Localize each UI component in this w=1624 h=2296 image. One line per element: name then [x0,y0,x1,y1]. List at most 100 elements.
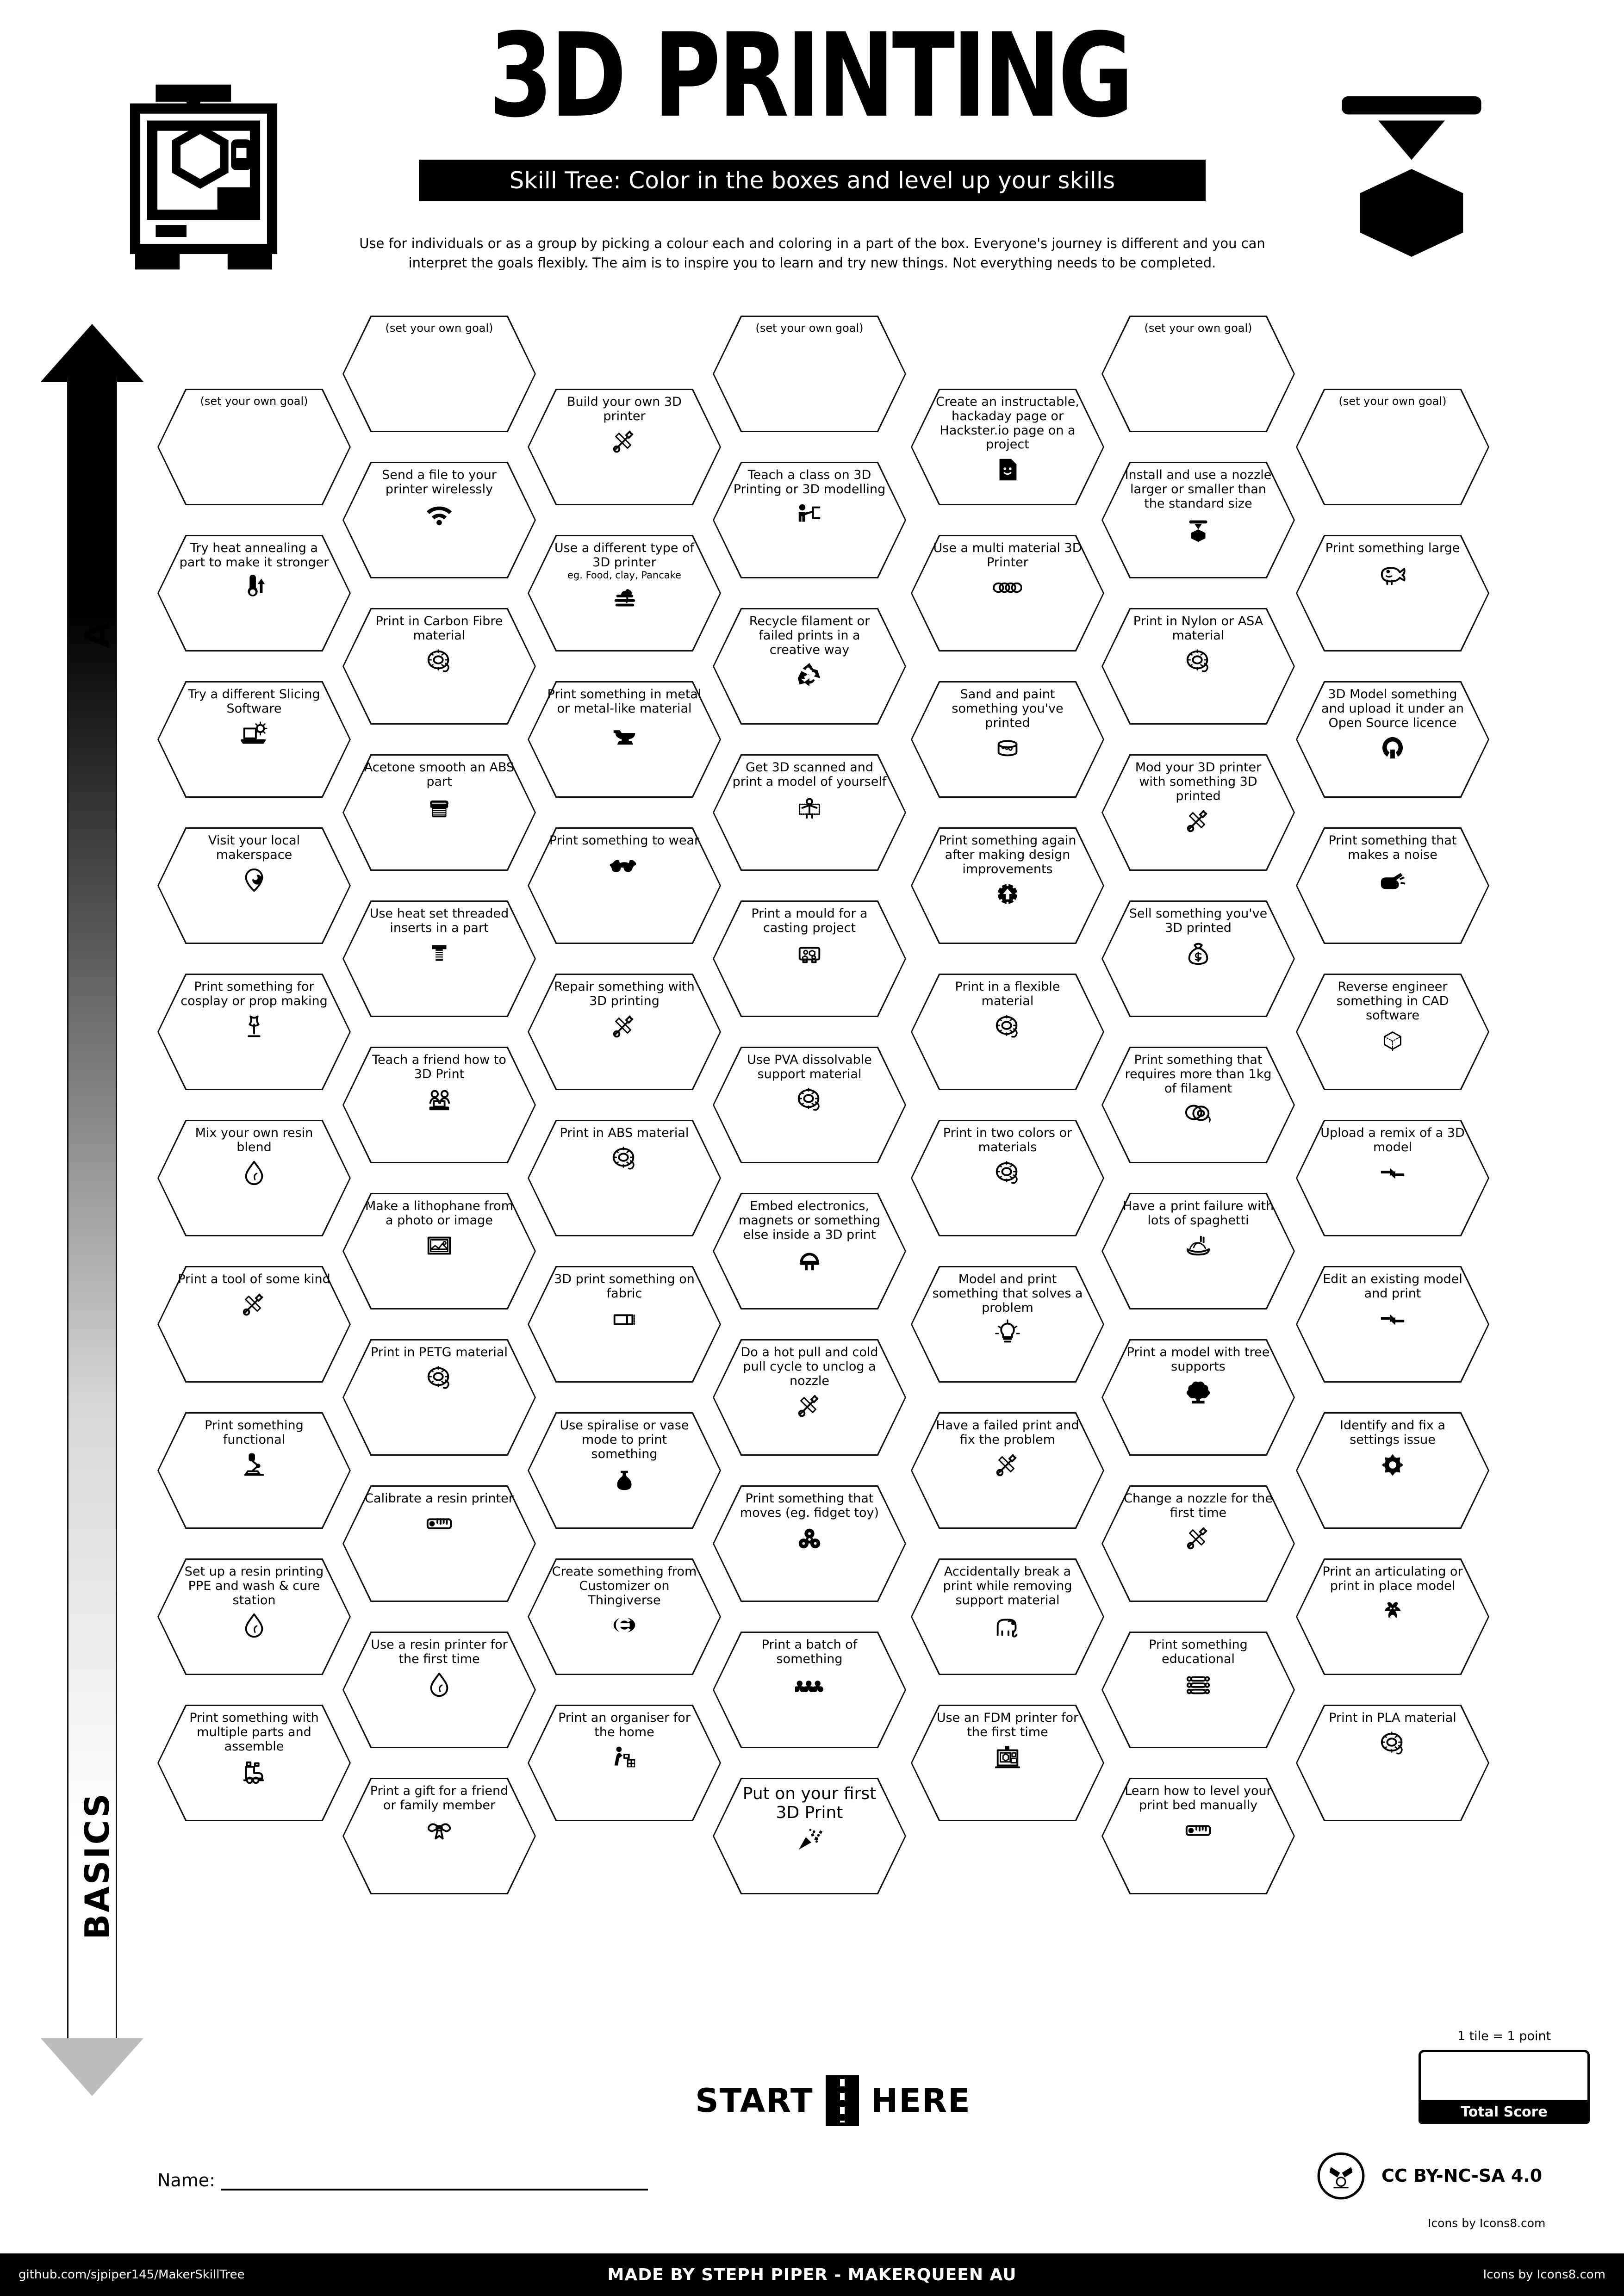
skill-tile[interactable]: Use an FDM printer for the first time [911,1705,1104,1821]
skill-tile[interactable]: Print a mould for a casting project [713,900,906,1017]
skill-tile[interactable]: Model and print something that solves a … [911,1266,1104,1383]
skill-tile[interactable]: Teach a friend how to 3D Print [342,1047,536,1163]
footer-github-link[interactable]: github.com/sjpiper145/MakerSkillTree [19,2268,245,2282]
skill-tile-fill[interactable] [1103,1048,1294,1162]
skill-tile[interactable]: Print in Nylon or ASA material [1101,608,1295,725]
skill-tile[interactable]: Use PVA dissolvable support material [713,1047,906,1163]
skill-tile-fill[interactable] [912,390,1103,504]
skill-tile-fill[interactable] [529,1414,720,1527]
name-input-rule[interactable] [220,2186,648,2191]
skill-tile[interactable]: Print something again after making desig… [911,827,1104,944]
skill-tile[interactable]: Use a resin printer for the first time [342,1632,536,1748]
skill-tile[interactable]: Print something functional [157,1412,351,1529]
skill-tile-fill[interactable] [529,1560,720,1674]
skill-tile[interactable]: Use spiralise or vase mode to print some… [528,1412,721,1529]
skill-tile-fill[interactable] [344,317,535,431]
skill-tile[interactable]: Print in ABS material [528,1120,721,1236]
skill-tile-fill[interactable] [1103,756,1294,869]
skill-tile-fill[interactable] [529,1706,720,1820]
skill-tile[interactable]: Acetone smooth an ABS part [342,754,536,871]
skill-tile[interactable]: Embed electronics, magnets or something … [713,1193,906,1309]
skill-tile[interactable]: Visit your local makerspace [157,827,351,944]
skill-tile[interactable]: Print something in metal or metal-like m… [528,681,721,798]
skill-tile-fill[interactable] [1297,1267,1488,1381]
skill-tile-fill[interactable] [714,1048,905,1162]
skill-tile-fill[interactable] [1103,463,1294,577]
skill-tile-fill[interactable] [1103,317,1294,431]
skill-tile[interactable]: Try a different Slicing Software [157,681,351,798]
skill-tile[interactable]: Have a print failure with lots of spaghe… [1101,1193,1295,1309]
skill-tile[interactable]: 3D Model something and upload it under a… [1296,681,1489,798]
skill-tile-fill[interactable] [529,390,720,504]
skill-tile[interactable]: Repair something with 3D printing [528,974,721,1090]
skill-tile[interactable]: Learn how to level your print bed manual… [1101,1778,1295,1894]
skill-tile[interactable]: (set your own goal) [1296,389,1489,505]
skill-tile-fill[interactable] [159,390,349,504]
skill-tile[interactable]: Change a nozzle for the first time [1101,1485,1295,1602]
skill-tile[interactable]: (set your own goal) [157,389,351,505]
skill-tile[interactable]: Print in Carbon Fibre material [342,608,536,725]
skill-tile-fill[interactable] [912,1706,1103,1820]
skill-tile-fill[interactable] [159,829,349,943]
skill-tile-fill[interactable] [529,829,720,943]
skill-tile-fill[interactable] [912,1121,1103,1235]
skill-tile-fill[interactable] [1297,1706,1488,1820]
skill-tile[interactable]: Set up a resin printing PPE and wash & c… [157,1558,351,1675]
skill-tile[interactable]: (set your own goal) [713,316,906,432]
skill-tile[interactable]: Sell something you've 3D printed [1101,900,1295,1017]
skill-tile[interactable]: Mix your own resin blend [157,1120,351,1236]
skill-tile-fill[interactable] [912,683,1103,796]
skill-tile-fill[interactable] [912,1560,1103,1674]
skill-tile[interactable]: Print something large [1296,535,1489,652]
skill-tile[interactable]: Create an instructable, hackaday page or… [911,389,1104,505]
skill-tile[interactable]: Do a hot pull and cold pull cycle to unc… [713,1339,906,1456]
skill-tile[interactable]: Put on your first 3D Print [713,1778,906,1894]
skill-tile[interactable]: Print an articulating or print in place … [1296,1558,1489,1675]
skill-tile[interactable]: Print in two colors or materials [911,1120,1104,1236]
name-field[interactable]: Name: [157,2170,648,2191]
skill-tile[interactable]: Print in PETG material [342,1339,536,1456]
skill-tile[interactable]: 3D print something on fabric [528,1266,721,1383]
skill-tile[interactable]: Identify and fix a settings issue [1296,1412,1489,1529]
skill-tile-fill[interactable] [344,1487,535,1601]
skill-tile[interactable]: Have a failed print and fix the problem [911,1412,1104,1529]
skill-tile-fill[interactable] [1297,1121,1488,1235]
skill-tile-fill[interactable] [529,1121,720,1235]
total-score-box[interactable]: Total Score [1419,2050,1590,2124]
skill-tile[interactable]: (set your own goal) [1101,316,1295,432]
skill-tile-fill[interactable] [1103,609,1294,723]
skill-tile[interactable]: Sand and paint something you've printed [911,681,1104,798]
skill-tile-fill[interactable] [912,536,1103,650]
skill-tile[interactable]: Send a file to your printer wirelessly [342,462,536,578]
skill-tile-fill[interactable] [1103,1779,1294,1893]
skill-tile-fill[interactable] [714,1487,905,1601]
skill-tile[interactable]: Print something that makes a noise [1296,827,1489,944]
skill-tile[interactable]: Calibrate a resin printer [342,1485,536,1602]
skill-tile[interactable]: Upload a remix of a 3D model [1296,1120,1489,1236]
skill-tile-fill[interactable] [344,1048,535,1162]
skill-tile[interactable]: Print something to wear [528,827,721,944]
skill-tile[interactable]: Print a batch of something [713,1632,906,1748]
skill-tile[interactable]: Print an organiser for the home [528,1705,721,1821]
skill-tile-fill[interactable] [1103,1487,1294,1601]
skill-tile[interactable]: Create something from Customizer on Thin… [528,1558,721,1675]
skill-tile[interactable]: Build your own 3D printer [528,389,721,505]
skill-tile[interactable]: Print something that moves (eg. fidget t… [713,1485,906,1602]
skill-tile[interactable]: Print in a flexible material [911,974,1104,1090]
skill-tile[interactable]: Make a lithophane from a photo or image [342,1193,536,1309]
skill-tile[interactable]: (set your own goal) [342,316,536,432]
skill-tile[interactable]: Print something with multiple parts and … [157,1705,351,1821]
skill-tile-fill[interactable] [912,975,1103,1089]
skill-tile[interactable]: Edit an existing model and print [1296,1266,1489,1383]
skill-tile-fill[interactable] [1297,1560,1488,1674]
skill-tile-fill[interactable] [159,1267,349,1381]
skill-tile[interactable]: Use heat set threaded inserts in a part [342,900,536,1017]
skill-tile[interactable]: Reverse engineer something in CAD softwa… [1296,974,1489,1090]
skill-tile-fill[interactable] [529,975,720,1089]
skill-tile-fill[interactable] [714,1779,905,1893]
skill-tile-fill[interactable] [714,1340,905,1454]
skill-tile-fill[interactable] [344,609,535,723]
skill-tile[interactable]: Recycle filament or failed prints in a c… [713,608,906,725]
skill-tile[interactable]: Mod your 3D printer with something 3D pr… [1101,754,1295,871]
skill-tile[interactable]: Accidentally break a print while removin… [911,1558,1104,1675]
